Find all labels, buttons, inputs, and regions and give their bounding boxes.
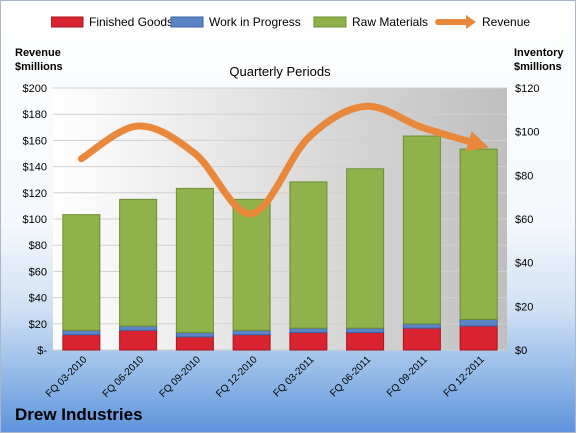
left-tick-label: $120 (23, 188, 47, 200)
left-tick-label: $20 (29, 319, 47, 331)
bar-raw-materials (289, 181, 328, 329)
bar-raw-materials (402, 135, 441, 325)
bar-work-in-progress (289, 327, 328, 334)
bar-finished-goods (62, 334, 101, 351)
x-tick-label: FQ 12-2010 (214, 354, 260, 400)
bar-finished-goods (346, 332, 385, 351)
bar-raw-materials (175, 187, 214, 334)
legend-label: Revenue (482, 15, 530, 29)
legend: Finished Goods Work in Progress Raw Materi… (50, 11, 571, 36)
left-tick-label: $140 (23, 162, 47, 174)
bar-work-in-progress (346, 327, 385, 334)
legend-swatch-work-in-progress (170, 16, 204, 28)
right-tick-label: $20 (515, 301, 533, 313)
legend-swatch-raw-materials (313, 16, 347, 28)
bar-raw-materials (62, 214, 101, 331)
chart-title: Quarterly Periods (229, 64, 331, 79)
legend-label: Work in Progress (209, 15, 301, 29)
bar-work-in-progress (402, 323, 441, 329)
bar-raw-materials (232, 198, 271, 331)
bar-finished-goods (402, 327, 441, 351)
legend-label: Finished Goods (89, 15, 173, 29)
legend-arrow-icon (466, 15, 476, 29)
right-axis-ticks: $0 $20 $40 $60 $80 $100 $120 (515, 83, 539, 357)
left-tick-label: $180 (23, 109, 47, 121)
revenue-line-layer (77, 102, 489, 218)
bar-finished-goods (459, 325, 498, 351)
left-tick-label: $40 (29, 293, 47, 305)
revenue-line (77, 102, 489, 218)
left-tick-label: $60 (29, 266, 47, 278)
right-tick-label: $60 (515, 214, 533, 226)
x-tick-label: FQ 06-2011 (328, 354, 373, 399)
left-axis-ticks: $- $20 $40 $60 $80 $100 $120 $140 $160 $180 $200 (23, 83, 48, 357)
left-axis-label: Revenue $millions (15, 47, 63, 73)
bar-finished-goods (232, 334, 271, 351)
legend-label: Raw Materials (352, 15, 428, 29)
left-tick-label: $80 (29, 240, 47, 252)
right-tick-label: $0 (515, 345, 527, 357)
legend-swatch-finished-goods (50, 16, 84, 28)
right-tick-label: $100 (515, 127, 539, 139)
bar-work-in-progress (119, 325, 158, 331)
right-tick-label: $120 (515, 83, 539, 95)
bars (62, 135, 498, 351)
left-tick-label: $100 (23, 214, 47, 226)
bar-work-in-progress (175, 332, 214, 338)
x-tick-label: FQ 03-2010 (44, 354, 90, 400)
company-name: Drew Industries (15, 405, 143, 424)
bar-raw-materials (346, 168, 385, 329)
right-tick-label: $80 (515, 170, 533, 182)
x-tick-label: FQ 12-2011 (442, 354, 487, 399)
left-tick-label: $160 (23, 135, 47, 147)
x-tick-label: FQ 03-2011 (272, 354, 317, 399)
bar-raw-materials (119, 198, 158, 327)
x-tick-label: FQ 06-2010 (101, 354, 147, 400)
bar-finished-goods (175, 336, 214, 351)
bar-work-in-progress (62, 329, 101, 336)
bar-work-in-progress (232, 329, 271, 336)
left-tick-label: $200 (23, 83, 47, 95)
bar-finished-goods (119, 329, 158, 351)
bar-raw-materials (459, 148, 498, 320)
right-axis-label: Inventory $millions (514, 47, 564, 73)
x-tick-label: FQ 09-2010 (157, 354, 203, 400)
legend-items: Finished Goods Work in Progress Raw Materi… (50, 15, 530, 29)
x-tick-label: FQ 09-2011 (385, 354, 430, 399)
bar-work-in-progress (459, 318, 498, 327)
left-tick-label: $- (37, 345, 47, 357)
bar-finished-goods (289, 332, 328, 351)
x-axis-ticks: FQ 03-2010 FQ 06-2010 FQ 09-2010 FQ 12-2010… (44, 354, 487, 400)
right-tick-label: $40 (515, 258, 533, 270)
